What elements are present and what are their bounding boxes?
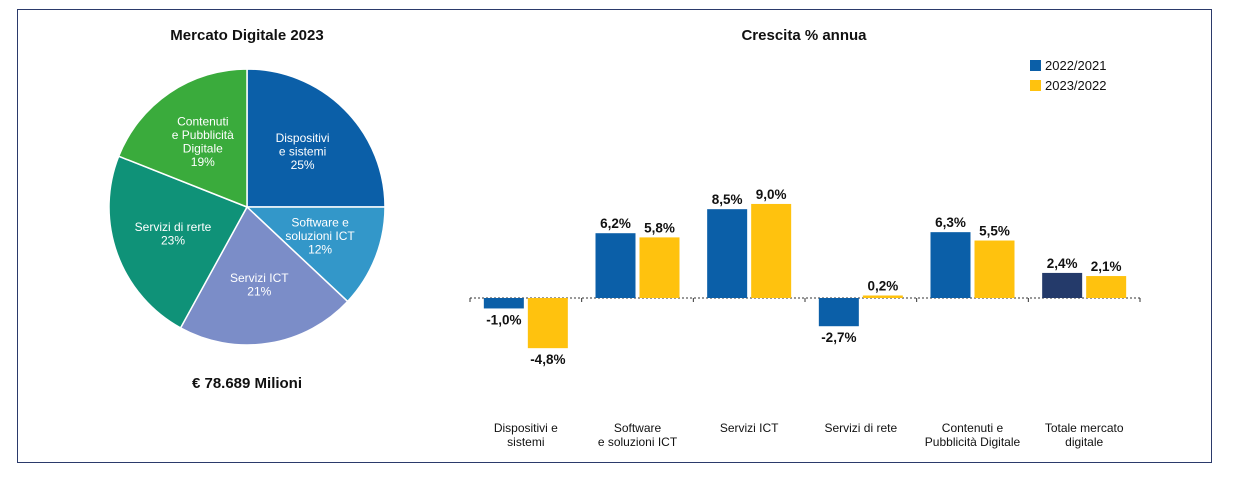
bar-servizi-ict-2023-2022	[751, 203, 792, 298]
pie-chart-title: Mercato Digitale 2023	[170, 27, 323, 44]
bar-chart: -1,0% -4,8% Dispositivi e sistemi 6,2% 5,8% So…	[469, 187, 1141, 449]
bar-value-label: -2,7%	[821, 330, 856, 345]
pie-slice-label-servizi-ict: Servizi ICT 21%	[230, 271, 289, 299]
legend-label-2022-2021: 2022/2021	[1045, 58, 1106, 73]
bar-totale-mercato-digitale-2022-2021	[1042, 272, 1083, 298]
bar-value-label: -4,8%	[530, 352, 565, 367]
pie-slice-servizi-di-rerte	[108, 155, 249, 329]
bar-value-label: 5,8%	[644, 220, 675, 235]
bar-servizi-di-rete-2022-2021	[818, 298, 859, 327]
bar-servizi-di-rete-2023-2022	[862, 295, 903, 298]
bar-value-label: 6,3%	[935, 215, 966, 230]
category-label-servizi-ict: Servizi ICT	[720, 421, 779, 435]
chart-frame: Mercato Digitale 2023 Crescita % annua D…	[17, 9, 1212, 463]
chart-canvas: Mercato Digitale 2023 Crescita % annua D…	[108, 27, 1141, 449]
legend-label-2023-2022: 2023/2022	[1045, 78, 1106, 93]
pie-slice-label-servizi-di-rerte: Servizi di rerte 23%	[135, 220, 212, 248]
bar-dispositivi-e-sistemi-2022-2021	[483, 298, 524, 309]
pie-slice-contenuti-e-pubblicita-digitale	[117, 68, 248, 209]
bar-dispositivi-e-sistemi-2023-2022	[527, 298, 568, 349]
bar-value-label: -1,0%	[486, 312, 521, 327]
pie-chart: Dispositivi e sistemi 25% Software e soluzio…	[108, 68, 386, 346]
legend-swatch-2022-2021	[1030, 60, 1041, 71]
pie-slice-label-software-e-soluzioni-ict: Software e soluzioni ICT 12%	[285, 216, 355, 257]
bar-contenuti-e-pubblicita-digitale-2023-2022	[974, 240, 1015, 298]
legend-swatch-2023-2022	[1030, 80, 1041, 91]
bar-chart-legend: 2022/2021 2023/2022	[1030, 58, 1106, 93]
bar-value-label: 9,0%	[756, 187, 787, 202]
bar-value-label: 5,5%	[979, 224, 1010, 239]
category-label-dispositivi-e-sistemi: Dispositivi e sistemi	[494, 421, 558, 449]
pie-slice-label-contenuti-e-pubblicita-digitale: Contenuti e Pubblicità Digitale 19%	[172, 115, 234, 170]
bar-totale-mercato-digitale-2023-2022	[1086, 276, 1127, 298]
bar-software-e-soluzioni-ict-2022-2021	[595, 233, 636, 298]
bar-contenuti-e-pubblicita-digitale-2022-2021	[930, 232, 971, 298]
pie-slice-dispositivi-e-sistemi	[246, 68, 386, 208]
bar-value-label: 2,4%	[1047, 256, 1078, 271]
category-label-servizi-di-rete: Servizi di rete	[824, 421, 897, 435]
bar-value-label: 0,2%	[867, 279, 898, 294]
bar-value-label: 8,5%	[712, 192, 743, 207]
category-label-contenuti-e-pubblicita-digitale: Contenuti e Pubblicità Digitale	[925, 421, 1021, 449]
bar-value-label: 6,2%	[600, 216, 631, 231]
category-label-software-e-soluzioni-ict: Software e soluzioni ICT	[598, 421, 678, 449]
pie-slice-servizi-ict	[179, 205, 349, 346]
pie-slice-software-e-soluzioni-ict	[245, 206, 386, 303]
bar-chart-title: Crescita % annua	[741, 27, 867, 44]
market-total-label: € 78.689 Milioni	[192, 375, 302, 392]
bar-servizi-ict-2022-2021	[707, 209, 748, 298]
bar-value-label: 2,1%	[1091, 259, 1122, 274]
pie-slice-label-dispositivi-e-sistemi: Dispositivi e sistemi 25%	[276, 131, 330, 172]
category-label-totale-mercato-digitale: Totale mercato digitale	[1045, 421, 1124, 449]
bar-software-e-soluzioni-ict-2023-2022	[639, 237, 680, 298]
